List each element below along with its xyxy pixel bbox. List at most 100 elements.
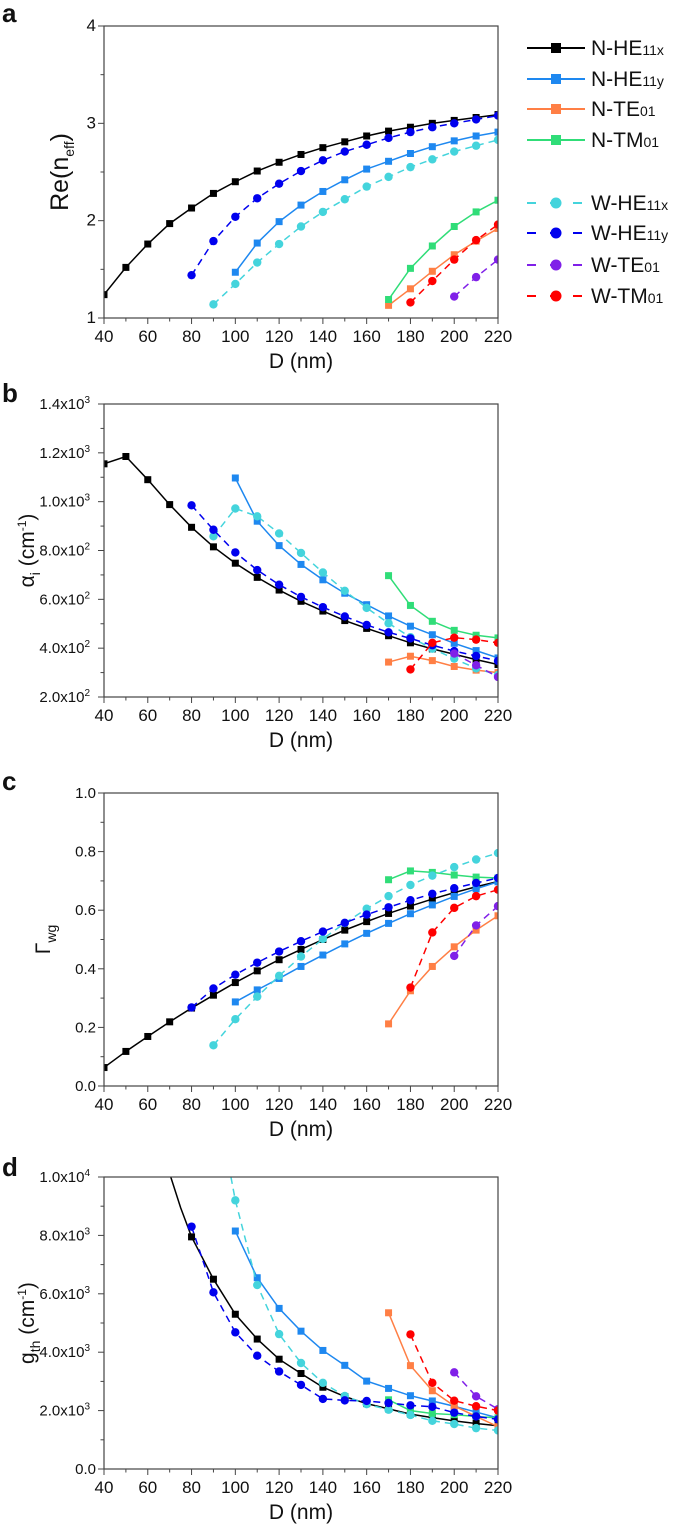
tick-exponent: 4: [84, 1168, 90, 1179]
y-tick-label: 1.4x103: [39, 395, 90, 413]
data-point-W-TM01: [428, 638, 437, 647]
data-point-W-TM01: [493, 885, 498, 894]
data-point-W-HE11y: [209, 236, 218, 246]
data-point-W-HE11y: [187, 1222, 196, 1231]
data-point-W-TM01: [428, 928, 437, 937]
tick-mantissa: 1: [87, 308, 96, 327]
series-line-N-TM01: [388, 1399, 498, 1419]
series-line-N-TM01: [387, 575, 498, 639]
tick-mantissa: 6.0x10: [39, 1286, 84, 1303]
data-point-W-HE11y: [428, 889, 437, 898]
panel-a: a 40 60 80 100 120 140 160 180 200 220 D (nm) 1 2 3 4 Re…: [2, 0, 512, 373]
data-point-N-HE11y: [231, 1227, 239, 1235]
data-point-N-HE11x: [472, 1419, 480, 1427]
x-axis-label: D (nm): [269, 1501, 333, 1524]
x-tick-label: 100: [221, 327, 249, 346]
data-point-N-TE01: [450, 251, 458, 259]
data-point-W-HE11y: [384, 133, 393, 143]
x-tick-label: 220: [484, 1095, 512, 1114]
y-tick-label: 1.0: [75, 785, 96, 802]
data-point-N-HE11y: [275, 542, 283, 550]
data-point-N-HE11y: [297, 962, 305, 970]
data-point-N-HE11x: [188, 523, 196, 531]
data-point-W-TM01: [450, 1396, 459, 1405]
data-point-N-TM01: [450, 871, 458, 879]
panel-letter: d: [2, 1152, 18, 1182]
y-label-subscript: wg: [43, 925, 59, 944]
data-point-W-TM01: [450, 633, 459, 642]
data-point-N-HE11x: [209, 1275, 217, 1283]
data-point-W-HE11y: [362, 620, 371, 630]
data-point-W-HE11y: [253, 194, 262, 203]
data-point-N-HE11y: [319, 576, 327, 584]
data-point-N-HE11y: [472, 647, 480, 655]
data-point-W-HE11y: [340, 918, 349, 927]
y-label-superscript: -1: [15, 1289, 29, 1300]
data-point-N-HE11x: [297, 150, 305, 158]
data-point-W-HE11x: [274, 1329, 284, 1339]
tick-mantissa: 0.8: [75, 844, 96, 861]
x-tick-label: 120: [265, 1095, 293, 1114]
data-point-N-HE11y: [341, 176, 349, 184]
y-tick-label: 6.0x102: [39, 590, 90, 608]
legend-label-base: N-HE: [591, 37, 642, 60]
data-point-W-HE11y: [384, 1398, 393, 1408]
data-point-N-HE11y: [472, 885, 480, 893]
legend-item-N-TE01: N-TE01: [527, 98, 656, 121]
legend-label-subscript: 01: [643, 134, 659, 150]
legend-label-base: N-HE: [591, 68, 642, 91]
data-point-N-HE11y: [428, 143, 436, 151]
data-point-W-HE11x: [384, 619, 393, 628]
data-point-W-HE11x: [384, 1405, 393, 1414]
data-point-W-HE11x: [471, 1423, 481, 1433]
data-point-W-HE11y: [318, 927, 328, 936]
data-point-W-TM01: [450, 903, 459, 913]
series-line-W-TE01: [453, 1371, 498, 1410]
x-tick-label: 40: [95, 706, 114, 725]
data-point-W-HE11y: [187, 501, 196, 510]
data-point-N-HE11x: [253, 167, 261, 175]
x-tick-label: 100: [221, 1095, 249, 1114]
data-point-W-HE11y: [318, 602, 328, 612]
data-point-N-TE01: [472, 926, 480, 934]
series-line-N-TE01: [388, 655, 498, 674]
data-point-W-HE11x: [406, 1410, 415, 1420]
data-point-N-HE11x: [275, 158, 283, 166]
data-point-N-HE11x: [231, 979, 239, 987]
data-point-W-HE11y: [187, 270, 196, 280]
data-point-W-HE11y: [406, 634, 415, 643]
data-point-N-HE11x: [166, 1018, 174, 1026]
data-point-W-HE11x: [253, 1280, 262, 1290]
tick-mantissa: 0.4: [75, 961, 96, 978]
data-point-N-HE11x: [122, 452, 130, 460]
x-tick-label: 60: [138, 1095, 157, 1114]
data-point-N-HE11x: [188, 204, 196, 212]
tick-mantissa: 6.0x10: [39, 591, 84, 608]
series-line-W-TM01: [409, 636, 498, 670]
data-point-N-HE11y: [450, 639, 458, 647]
legend-item-N-HE11x: N-HE11x: [527, 37, 664, 60]
x-tick-label: 160: [352, 1095, 380, 1114]
tick-exponent: 3: [84, 1285, 90, 1296]
legend-label-base: W-TM: [591, 285, 648, 308]
x-axis-label: D (nm): [269, 350, 333, 373]
series-line-N-HE11y: [234, 1230, 498, 1419]
data-point-N-HE11x: [341, 926, 349, 934]
x-tick-label: 180: [396, 706, 424, 725]
data-point-N-HE11y: [253, 517, 261, 525]
data-point-N-HE11y: [253, 986, 261, 994]
data-point-N-HE11y: [275, 218, 283, 226]
tick-mantissa: 0.0: [75, 1078, 96, 1095]
tick-mantissa: 4: [87, 16, 96, 35]
data-point-N-HE11x: [275, 956, 283, 964]
data-point-N-HE11y: [297, 560, 305, 568]
data-point-W-HE11y: [493, 111, 498, 120]
x-tick-label: 160: [352, 706, 380, 725]
data-point-N-HE11y: [428, 631, 436, 639]
data-point-W-HE11y: [493, 873, 498, 883]
data-point-W-HE11y: [471, 651, 481, 661]
data-point-N-HE11y: [428, 1397, 436, 1405]
panel-letter: b: [2, 378, 18, 408]
data-point-N-TE01: [406, 285, 414, 293]
